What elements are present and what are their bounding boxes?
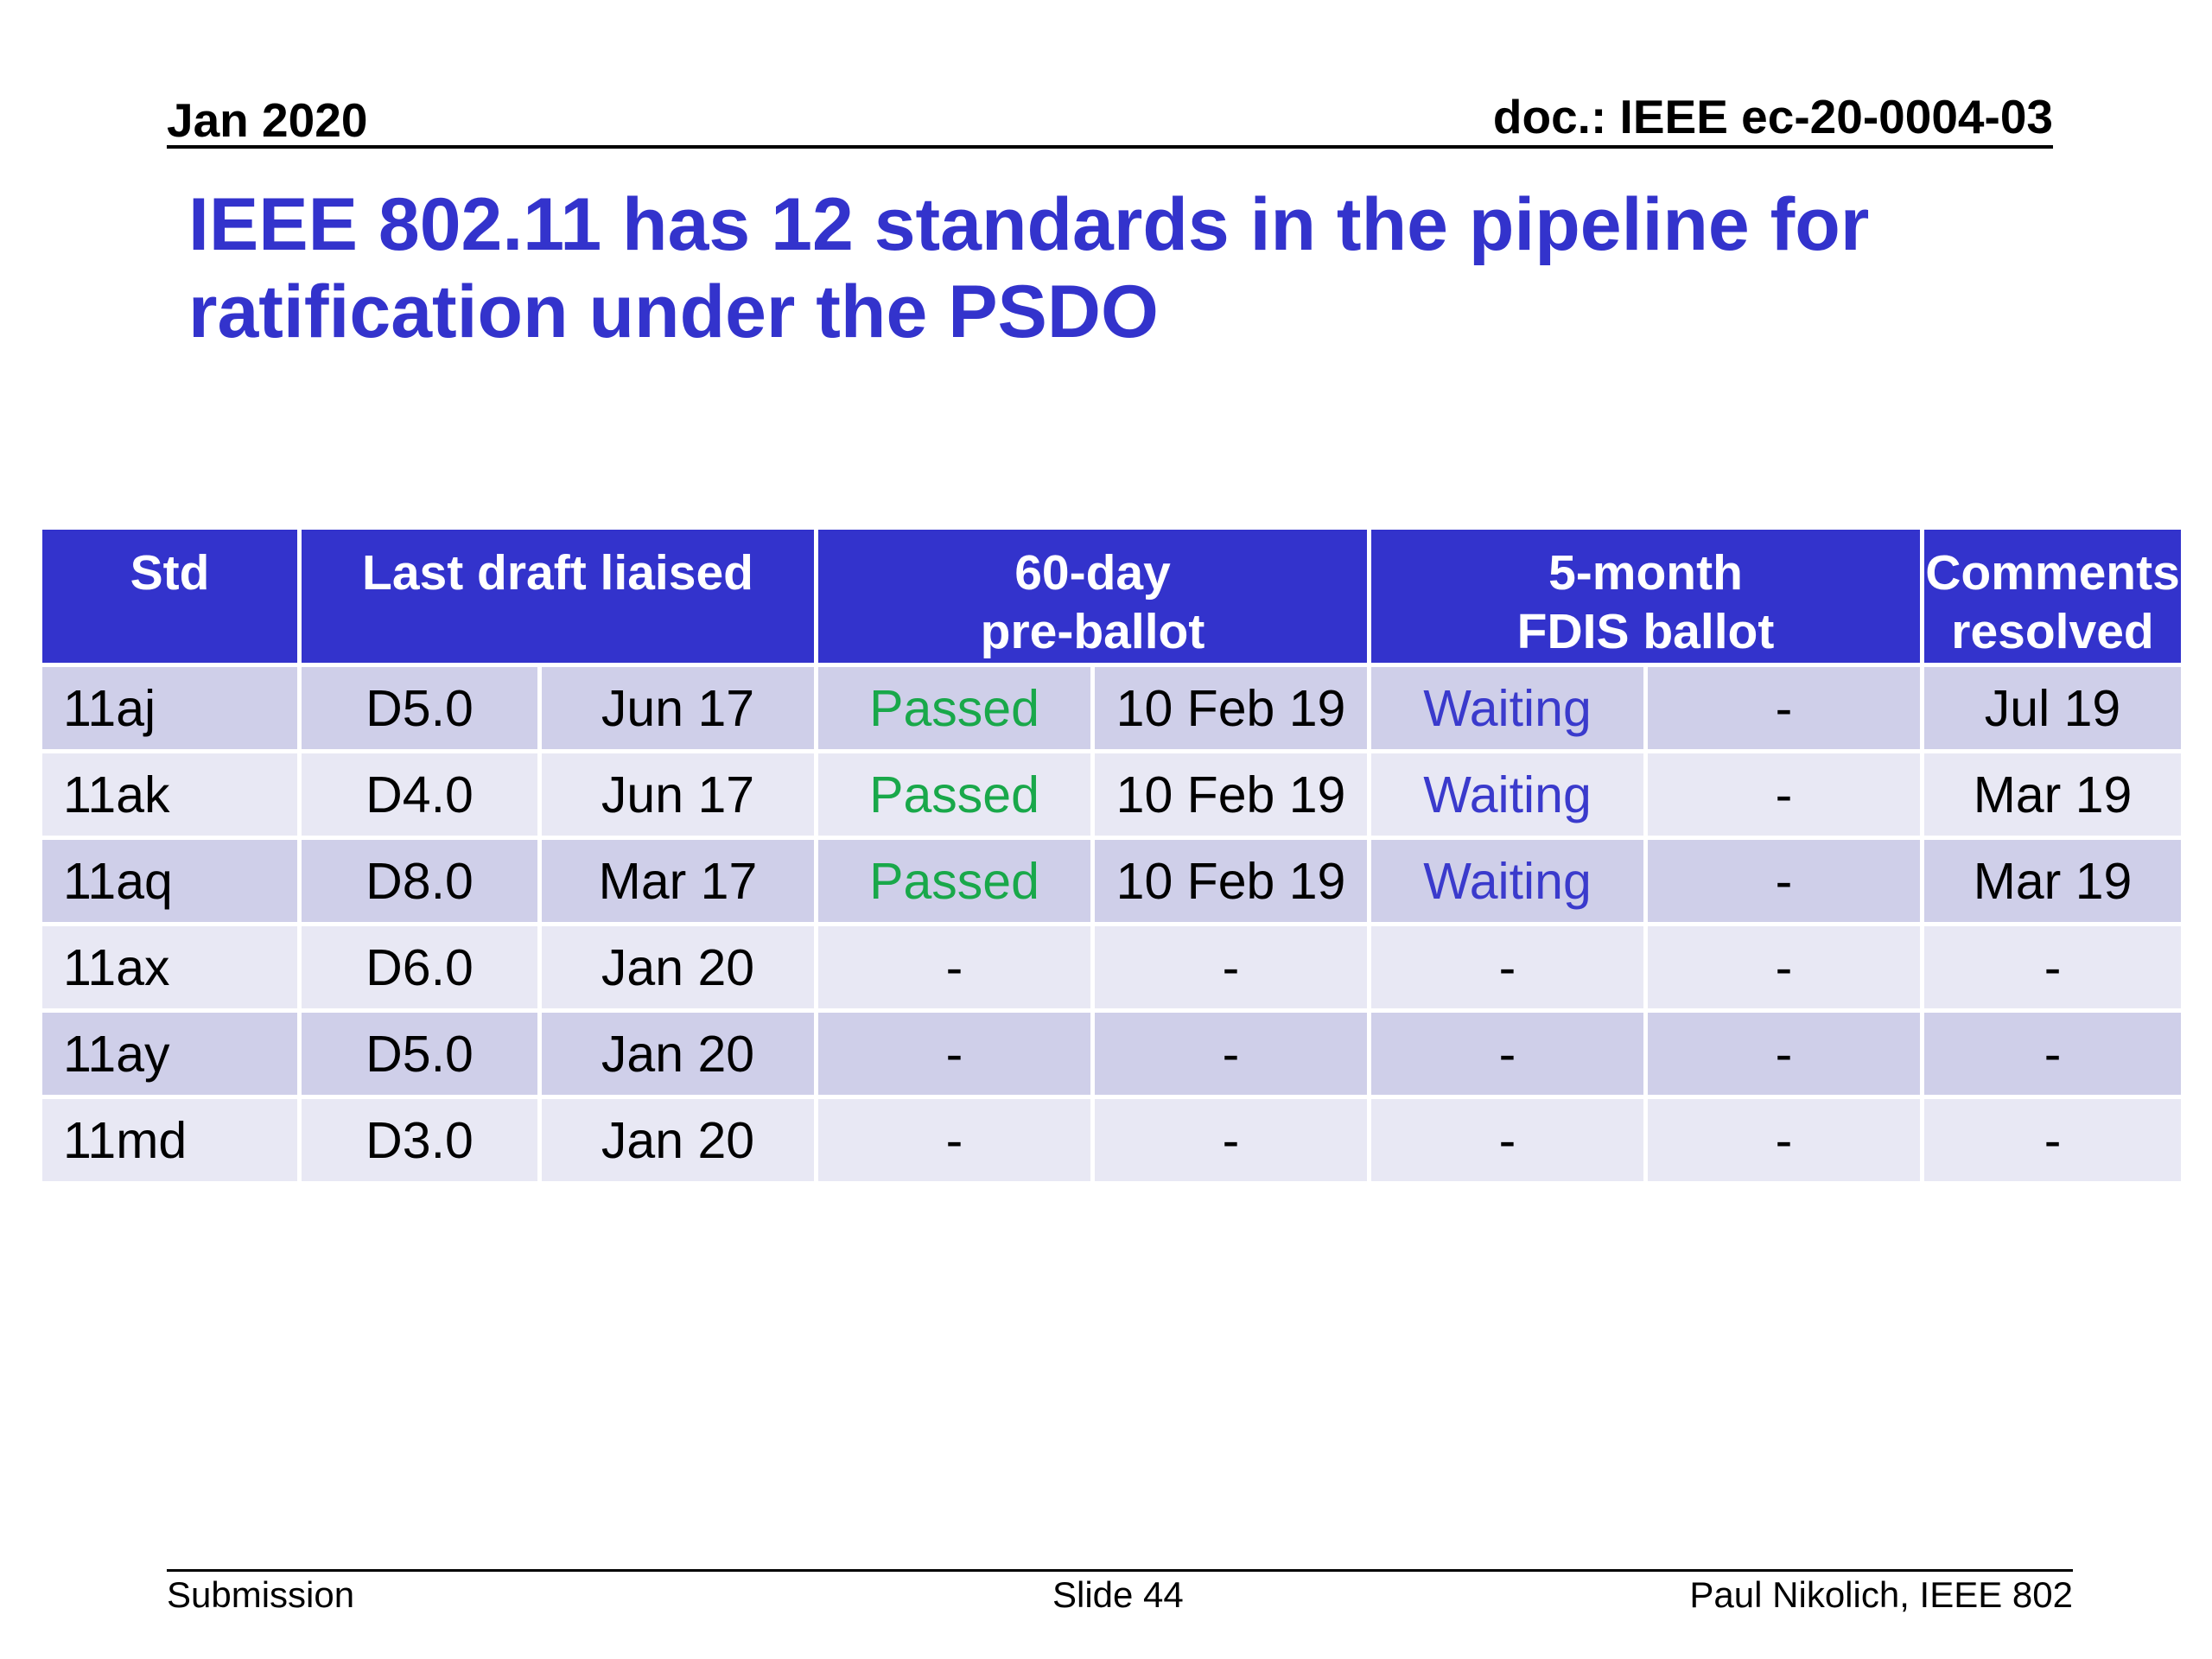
standards-pipeline-table: Std Last draft liaised 60-day pre-ballot… — [38, 525, 2186, 1185]
slide-title-line-1: IEEE 802.11 has 12 standards in the pipe… — [188, 183, 1870, 266]
cell-draft: D8.0 — [297, 836, 542, 926]
header-std: Std — [38, 525, 302, 667]
cell-std: 11md — [38, 1095, 302, 1185]
cell-preballot-date: - — [1090, 922, 1371, 1013]
footer-slide-number: Slide 44 — [1052, 1574, 1184, 1615]
header-comments-line-1: Comments — [1925, 545, 2180, 601]
cell-comments-resolved: - — [1920, 1095, 2186, 1185]
cell-fdis-status: - — [1367, 922, 1648, 1013]
header-std-label: Std — [130, 545, 210, 601]
cell-fdis-status: Waiting — [1367, 663, 1648, 753]
cell-draft: D5.0 — [297, 1008, 542, 1099]
cell-std: 11ax — [38, 922, 302, 1013]
cell-draft: D6.0 — [297, 922, 542, 1013]
footer-divider — [167, 1569, 2073, 1572]
cell-preballot-date: 10 Feb 19 — [1090, 663, 1371, 753]
cell-std: 11aj — [38, 663, 302, 753]
cell-preballot-status: Passed — [814, 749, 1095, 840]
cell-preballot-status: Passed — [814, 836, 1095, 926]
header-comments-line-2: resolved — [1951, 604, 2154, 659]
table-header-row: Std Last draft liaised 60-day pre-ballot… — [38, 525, 2186, 667]
header-fdis-line-2: FDIS ballot — [1516, 604, 1775, 659]
cell-preballot-status: Passed — [814, 663, 1095, 753]
table-row: 11aq D8.0 Mar 17 Passed 10 Feb 19 Waitin… — [38, 836, 2186, 926]
cell-comments-resolved: Jul 19 — [1920, 663, 2186, 753]
cell-preballot-date: - — [1090, 1095, 1371, 1185]
header-last-draft: Last draft liaised — [297, 525, 818, 667]
cell-preballot-date: 10 Feb 19 — [1090, 836, 1371, 926]
cell-comments-resolved: - — [1920, 1008, 2186, 1099]
cell-std: 11aq — [38, 836, 302, 926]
footer-author: Paul Nikolich, IEEE 802 — [1689, 1574, 2073, 1615]
cell-draft-date: Jun 17 — [537, 749, 818, 840]
cell-fdis-date: - — [1643, 663, 1925, 753]
cell-fdis-date: - — [1643, 836, 1925, 926]
cell-draft: D3.0 — [297, 1095, 542, 1185]
cell-preballot-date: - — [1090, 1008, 1371, 1099]
table-row: 11aj D5.0 Jun 17 Passed 10 Feb 19 Waitin… — [38, 663, 2186, 753]
cell-comments-resolved: - — [1920, 922, 2186, 1013]
cell-preballot-status: - — [814, 1008, 1095, 1099]
cell-fdis-date: - — [1643, 749, 1925, 840]
cell-draft-date: Jun 17 — [537, 663, 818, 753]
cell-comments-resolved: Mar 19 — [1920, 836, 2186, 926]
table-row: 11ax D6.0 Jan 20 - - - - - — [38, 922, 2186, 1013]
cell-preballot-date: 10 Feb 19 — [1090, 749, 1371, 840]
cell-draft-date: Jan 20 — [537, 1008, 818, 1099]
slide-title: IEEE 802.11 has 12 standards in the pipe… — [188, 181, 2089, 356]
cell-preballot-status: - — [814, 922, 1095, 1013]
cell-std: 11ak — [38, 749, 302, 840]
cell-fdis-status: Waiting — [1367, 836, 1648, 926]
header-divider — [167, 145, 2053, 149]
cell-draft: D4.0 — [297, 749, 542, 840]
cell-comments-resolved: Mar 19 — [1920, 749, 2186, 840]
header-preballot-line-1: 60-day — [1014, 545, 1171, 601]
cell-fdis-date: - — [1643, 1008, 1925, 1099]
cell-fdis-status: - — [1367, 1008, 1648, 1099]
slide-title-line-2: ratification under the PSDO — [188, 270, 1159, 353]
footer-submission: Submission — [167, 1574, 355, 1615]
cell-draft-date: Jan 20 — [537, 1095, 818, 1185]
header-preballot-line-2: pre-ballot — [980, 604, 1205, 659]
cell-fdis-status: Waiting — [1367, 749, 1648, 840]
cell-preballot-status: - — [814, 1095, 1095, 1185]
cell-std: 11ay — [38, 1008, 302, 1099]
cell-draft: D5.0 — [297, 663, 542, 753]
header-preballot: 60-day pre-ballot — [814, 525, 1371, 667]
cell-fdis-status: - — [1367, 1095, 1648, 1185]
table-row: 11md D3.0 Jan 20 - - - - - — [38, 1095, 2186, 1185]
table-row: 11ak D4.0 Jun 17 Passed 10 Feb 19 Waitin… — [38, 749, 2186, 840]
header-doc-id: doc.: IEEE ec-20-0004-03 — [1492, 90, 2053, 143]
cell-draft-date: Jan 20 — [537, 922, 818, 1013]
header-date: Jan 2020 — [167, 93, 368, 147]
header-comments-resolved: Comments resolved — [1920, 525, 2186, 667]
header-last-draft-label: Last draft liaised — [362, 545, 753, 601]
header-fdis-line-1: 5-month — [1548, 545, 1743, 601]
cell-draft-date: Mar 17 — [537, 836, 818, 926]
table-row: 11ay D5.0 Jan 20 - - - - - — [38, 1008, 2186, 1099]
cell-fdis-date: - — [1643, 922, 1925, 1013]
header-fdis-ballot: 5-month FDIS ballot — [1366, 525, 1925, 667]
cell-fdis-date: - — [1643, 1095, 1925, 1185]
